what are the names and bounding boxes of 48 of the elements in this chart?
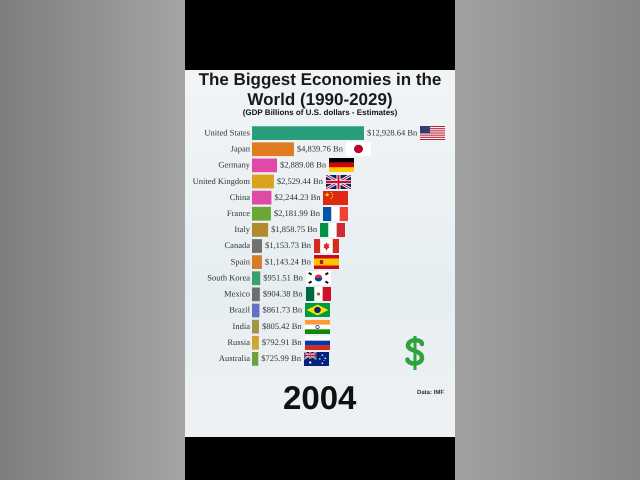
bar xyxy=(252,255,262,269)
bar xyxy=(252,206,271,221)
y-tick-label: Spain xyxy=(230,256,251,266)
y-tick-label: United Kingdom xyxy=(192,176,250,186)
data-label: $12,928.64 Bn xyxy=(367,127,418,138)
y-tick-label: South Korea xyxy=(207,272,250,282)
bar xyxy=(252,174,274,188)
bar xyxy=(252,288,260,302)
bar xyxy=(252,352,258,366)
bar xyxy=(252,126,364,140)
y-tick-label: China xyxy=(230,192,250,202)
data-label: $4,839.76 Bn xyxy=(296,144,344,154)
data-label: $1,143.24 Bn xyxy=(264,256,312,266)
data-label: $2,181.99 Bn xyxy=(274,208,321,218)
y-tick-label: Brazil xyxy=(229,304,251,315)
chart-title: The Biggest Economies in the World (1990-2029) xyxy=(198,70,442,109)
y-tick-label: Canada xyxy=(224,240,250,250)
y-tick-label: France xyxy=(226,208,250,218)
data-label: $951.51 Bn xyxy=(263,272,304,282)
bar xyxy=(252,336,259,350)
data-label: $805.42 Bn xyxy=(262,320,302,331)
bar xyxy=(252,190,272,204)
data-label: $2,889.08 Bn xyxy=(280,160,327,170)
y-tick-label: Japan xyxy=(230,144,251,154)
text: 2004 xyxy=(283,379,356,416)
chart-subtitle: (GDP Billions of U.S. dollars - Estimates) xyxy=(242,108,398,118)
y-tick-label: Mexico xyxy=(224,288,250,299)
data-label: $792.91 Bn xyxy=(262,336,302,347)
y-tick-label: Russia xyxy=(227,336,250,347)
bar xyxy=(252,271,260,286)
data-label: $861.73 Bn xyxy=(262,304,303,315)
bar xyxy=(252,223,268,237)
data-label: $904.38 Bn xyxy=(262,288,304,299)
y-tick-label: Germany xyxy=(218,160,251,170)
data-label: $1,153.73 Bn xyxy=(264,240,312,250)
y-tick-label: United States xyxy=(204,127,250,138)
data-label: $725.99 Bn xyxy=(261,353,302,364)
data-label: $1,858.75 Bn xyxy=(271,224,318,234)
bar xyxy=(252,142,294,156)
y-tick-label: India xyxy=(232,320,250,331)
data-label: $2,244.23 Bn xyxy=(274,192,322,202)
bar xyxy=(252,239,262,253)
bar xyxy=(252,304,260,318)
data-label: $2,529.44 Bn xyxy=(276,176,324,186)
bar xyxy=(252,158,278,172)
y-tick-label: Australia xyxy=(218,353,250,364)
y-tick-label: Italy xyxy=(234,224,251,234)
bar xyxy=(252,320,259,334)
